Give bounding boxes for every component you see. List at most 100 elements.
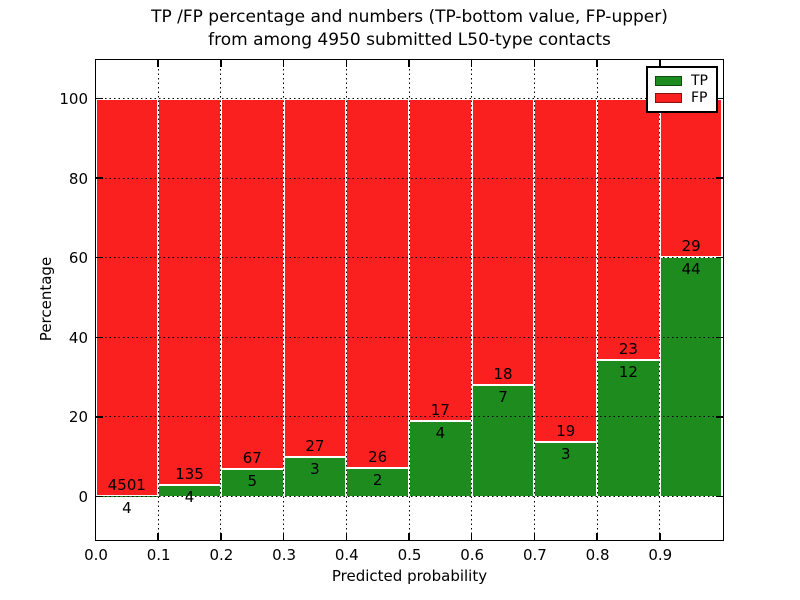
x-tick-label: 0.0 <box>84 546 108 564</box>
gridline-vertical <box>220 59 222 540</box>
y-tick-label: 60 <box>68 249 88 268</box>
axis-tick-bottom <box>94 532 97 540</box>
legend-swatch-fp-icon <box>655 93 682 103</box>
axis-tick-top <box>282 59 285 67</box>
x-axis-label: Predicted probability <box>331 567 488 585</box>
axis-tick-bottom <box>408 532 410 540</box>
bar-annotation-fp: 27 <box>305 436 325 455</box>
bar-annotation-fp: 17 <box>430 400 450 419</box>
y-tick-label: 80 <box>68 169 88 188</box>
bar-annotation-fp: 67 <box>242 448 262 467</box>
legend-entry-tp: TP <box>655 73 708 89</box>
axis-tick-top <box>533 59 536 67</box>
axis-tick-top <box>470 59 473 67</box>
bar-annotation-fp: 135 <box>175 465 204 484</box>
legend-entry-fp: FP <box>655 90 708 106</box>
x-tick-label: 0.2 <box>209 546 234 564</box>
axis-tick-top <box>345 59 348 67</box>
y-tick-label: 20 <box>68 408 88 427</box>
axis-tick-right <box>715 495 723 498</box>
axis-tick-bottom <box>533 532 536 540</box>
axis-tick-bottom <box>220 532 222 540</box>
gridline-vertical <box>533 59 535 540</box>
gridline-vertical <box>283 59 285 540</box>
legend: TP FP <box>646 66 718 113</box>
y-tick-label: 100 <box>59 90 88 108</box>
legend-label-tp: TP <box>691 73 708 89</box>
axis-tick-left <box>95 177 103 179</box>
axis-tick-top <box>659 59 661 67</box>
bar-annotation-fp: 29 <box>681 236 701 255</box>
bar-annotation-tp: 44 <box>681 259 701 278</box>
bar-segment-fp <box>409 98 472 421</box>
y-tick-label: 40 <box>68 328 88 347</box>
gridline-vertical <box>157 59 159 540</box>
axis-tick-bottom <box>596 532 598 540</box>
bar-segment-tp <box>471 385 535 497</box>
bar-segment-tp <box>409 420 472 497</box>
bar-segment-fp <box>158 98 221 486</box>
x-tick-label: 0.4 <box>334 546 359 564</box>
gridline-horizontal <box>95 416 723 418</box>
plot-area: 4501 4 135 4 67 5 27 3 26 2 17 4 18 7 19 3 23 12 29 44 <box>94 58 724 541</box>
bar-annotation-tp: 3 <box>310 459 320 478</box>
axis-tick-left <box>95 416 103 418</box>
chart-title-line1: TP /FP percentage and numbers (TP-bottom… <box>151 7 668 27</box>
bar-annotation-fp: 18 <box>493 365 513 384</box>
axis-tick-left <box>95 336 103 339</box>
axis-tick-top <box>157 59 159 67</box>
gridline-horizontal <box>95 496 723 497</box>
bar-annotation-fp: 4501 <box>107 476 146 495</box>
x-tick-label: 0.3 <box>272 546 297 564</box>
axis-tick-right <box>715 336 723 339</box>
axis-tick-bottom <box>157 532 159 540</box>
bar-annotation-tp: 4 <box>184 488 195 507</box>
bar-annotation-tp: 3 <box>560 445 571 464</box>
bar-segment-fp <box>220 98 284 469</box>
bar-segment-tp <box>346 468 409 497</box>
axis-tick-left <box>95 256 103 259</box>
bar-segment-fp <box>283 98 347 457</box>
legend-swatch-tp-icon <box>655 76 682 86</box>
axis-tick-right <box>715 416 723 418</box>
axis-tick-bottom <box>470 532 473 540</box>
x-tick-label: 0.5 <box>397 546 422 564</box>
bar-annotation-tp: 4 <box>435 423 446 442</box>
y-tick-label: 0 <box>78 488 88 506</box>
gridline-vertical <box>471 59 473 540</box>
bar-annotation-tp: 5 <box>247 471 257 490</box>
axis-tick-top <box>94 59 97 67</box>
axis-tick-top <box>408 59 410 67</box>
bar-segment-tp <box>659 256 723 497</box>
gridline-horizontal <box>95 257 723 259</box>
x-tick-label: 0.7 <box>522 546 547 564</box>
gridline-vertical <box>596 59 598 540</box>
axis-tick-left <box>95 495 103 498</box>
bar-segment-fp <box>95 98 159 497</box>
axis-tick-left <box>95 97 103 100</box>
bar-annotation-fp: 19 <box>556 422 576 441</box>
bar-segment-fp <box>597 98 660 361</box>
chart-title-line2: from among 4950 submitted L50-type conta… <box>208 30 611 50</box>
axis-tick-right <box>715 256 723 259</box>
bar-annotation-tp: 2 <box>372 471 383 490</box>
axis-tick-top <box>220 59 222 67</box>
bar-annotation-tp: 7 <box>498 388 508 407</box>
bar-annotation-tp: 4 <box>122 499 132 518</box>
axis-tick-bottom <box>659 532 661 540</box>
bar-segment-fp <box>534 98 598 443</box>
gridline-horizontal <box>95 177 723 179</box>
bar-segment-fp <box>471 98 535 386</box>
legend-label-fp: FP <box>691 90 708 106</box>
bar-annotation-fp: 23 <box>618 340 638 359</box>
bar-segment-tp <box>534 442 598 497</box>
x-tick-label: 0.9 <box>648 546 673 564</box>
x-tick-label: 0.8 <box>585 546 610 564</box>
gridline-vertical <box>345 59 347 540</box>
gridline-vertical <box>408 59 410 540</box>
bar-annotation-tp: 12 <box>618 363 638 382</box>
chart-title: TP /FP percentage and numbers (TP-bottom… <box>96 6 723 52</box>
gridline-horizontal <box>95 98 723 99</box>
bar-segment-fp <box>346 98 409 469</box>
